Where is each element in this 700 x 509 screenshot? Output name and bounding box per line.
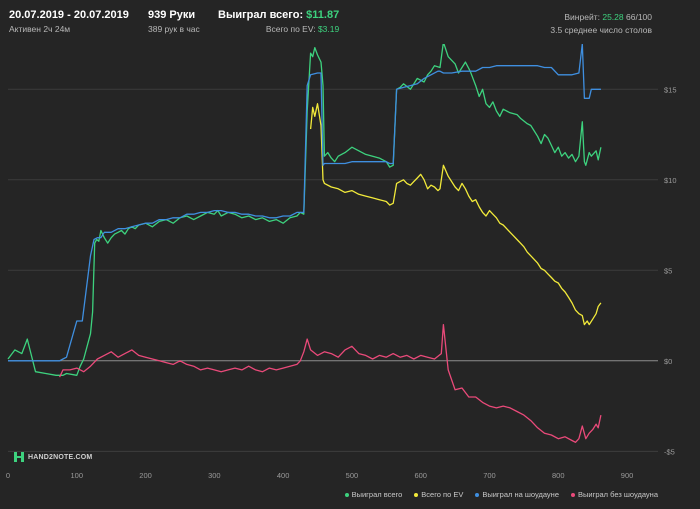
x-tick-label: 100: [71, 471, 84, 480]
winnings-block: Выиграл всего: $11.87 Всего по EV: $3.19: [218, 9, 339, 34]
legend-dot-icon: [344, 492, 349, 497]
legend-label: Всего по EV: [421, 490, 464, 499]
x-tick-label: 500: [346, 471, 359, 480]
date-range: 20.07.2019 - 20.07.2019: [9, 9, 129, 21]
hands-count: 939 Руки: [148, 9, 196, 21]
ev-value: $3.19: [317, 24, 340, 34]
y-tick-label: -$5: [664, 447, 675, 456]
ev-label: Всего по EV:: [265, 24, 316, 34]
x-tick-label: 600: [414, 471, 427, 480]
tick-layer: $15 $10 $5 $0 -$5 0 100 200 300 400 500 600 700 800 90…: [6, 85, 677, 480]
bankroll-line-chart: $15 $10 $5 $0 -$5 0 100 200 300 400 500 600 700 800 90…: [6, 44, 677, 480]
series-line-3: [8, 44, 601, 362]
series-line-2: [309, 103, 602, 326]
series-layer: [7, 44, 602, 443]
x-tick-label: 800: [552, 471, 565, 480]
ev-total: Всего по EV: $3.19: [218, 24, 339, 34]
legend-item-3[interactable]: Выиграл на шоудауне: [475, 490, 559, 499]
x-tick-label: 700: [483, 471, 496, 480]
y-tick-label: $0: [664, 357, 672, 366]
winrate-block: Винрейт: 25.28 66/100 3.5 среднее число …: [550, 9, 652, 35]
legend-item-2[interactable]: Всего по EV: [414, 490, 463, 499]
winrate-suffix: 66/100: [626, 12, 652, 22]
winrate: Винрейт: 25.28 66/100: [550, 12, 652, 22]
hand2note-logo-icon: [14, 452, 24, 462]
y-tick-label: $5: [664, 266, 672, 275]
x-tick-label: 400: [277, 471, 290, 480]
hands-block: 939 Руки 389 рук в час: [148, 9, 200, 34]
legend-label: Выиграл без шоудауна: [578, 490, 658, 499]
legend-label: Выиграл на шоудауне: [482, 490, 559, 499]
x-tick-label: 900: [621, 471, 634, 480]
legend-dot-icon: [475, 492, 480, 497]
winrate-value: 25.28: [602, 12, 624, 22]
hands-per-hour: 389 рук в час: [148, 24, 200, 34]
series-line-4: [59, 323, 602, 443]
x-tick-label: 200: [139, 471, 152, 480]
stats-header: 20.07.2019 - 20.07.2019 Активен 2ч 24м 9…: [0, 0, 700, 44]
legend-dot-icon: [414, 492, 419, 497]
series-line-1: [7, 44, 602, 376]
y-tick-label: $10: [664, 176, 677, 185]
avg-tables: 3.5 среднее число столов: [550, 25, 652, 35]
active-time: Активен 2ч 24м: [9, 24, 71, 34]
legend-label: Выиграл всего: [351, 490, 403, 499]
logo-text: HAND2NOTE.COM: [28, 453, 93, 461]
y-tick-label: $15: [664, 85, 677, 94]
legend-dot-icon: [571, 492, 575, 497]
grid-layer: [8, 88, 658, 452]
won-value: $11.87: [306, 9, 340, 21]
session-dates: 20.07.2019 - 20.07.2019 Активен 2ч 24м: [9, 9, 129, 34]
legend-item-1[interactable]: Выиграл всего: [344, 490, 403, 499]
legend-item-4[interactable]: Выиграл без шоудауна: [571, 490, 658, 499]
hand2note-logo: HAND2NOTE.COM: [14, 452, 92, 462]
x-tick-label: 0: [6, 471, 10, 480]
won-label: Выиграл всего:: [218, 9, 304, 21]
x-tick-label: 300: [208, 471, 221, 480]
chart-legend: Выиграл всего Всего по EV Выиграл на шоуда…: [344, 490, 658, 499]
winrate-label: Винрейт:: [564, 12, 600, 22]
won-total: Выиграл всего: $11.87: [218, 9, 339, 21]
